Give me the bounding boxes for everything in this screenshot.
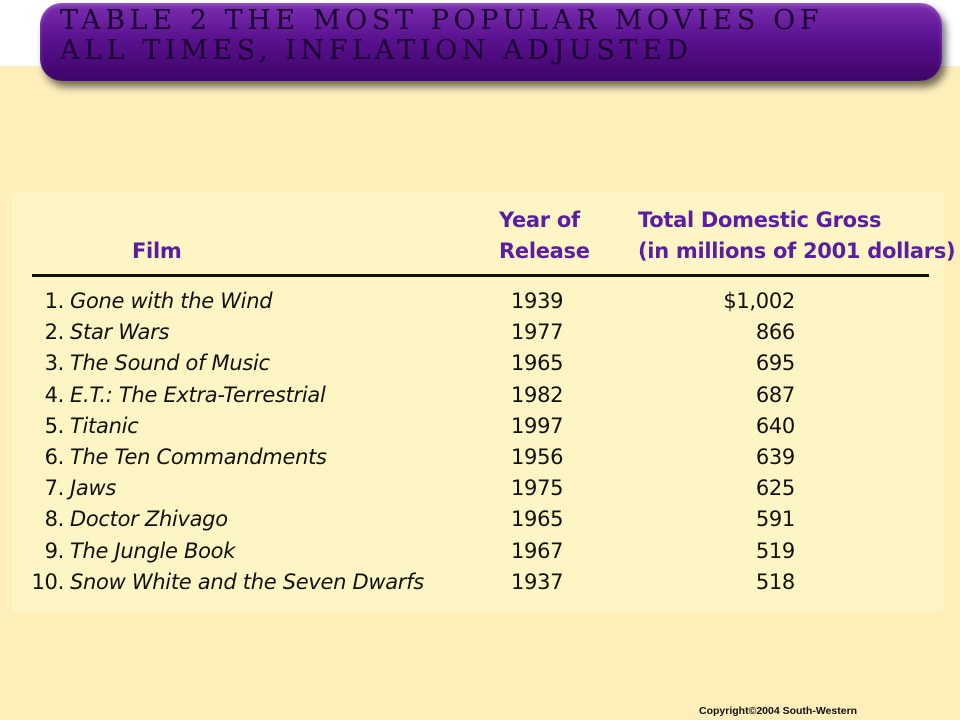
column-header-gross-line1: Total Domestic Gross: [638, 208, 882, 232]
row-gross: 625: [755, 476, 795, 501]
row-gross: 639: [755, 444, 795, 469]
copyright-notice: Copyright©2004 South-Western: [699, 705, 858, 717]
table-row: 8. Doctor Zhivago 1965 591: [0, 504, 960, 535]
table-row: 10. Snow White and the Seven Dwarfs 1937…: [0, 567, 960, 598]
row-film: Titanic: [70, 413, 139, 438]
row-gross: 866: [755, 320, 795, 345]
row-rank: 8.: [44, 507, 65, 532]
row-film: The Ten Commandments: [70, 444, 327, 469]
row-gross: 519: [755, 538, 795, 563]
row-gross: 640: [755, 413, 795, 438]
row-year: 1997: [511, 413, 564, 438]
table-row: 6. The Ten Commandments 1956 639: [0, 442, 960, 473]
row-film: The Sound of Music: [70, 351, 270, 376]
row-rank: 1.: [44, 289, 65, 313]
row-rank: 9.: [44, 538, 65, 563]
row-rank: 2.: [44, 320, 65, 345]
row-film: Gone with the Wind: [70, 289, 273, 313]
row-gross: 591: [755, 507, 795, 532]
header-rule: [32, 274, 929, 277]
row-year: 1965: [511, 351, 564, 376]
column-header-year: Year of Release: [499, 205, 599, 267]
row-gross: $1,002: [723, 289, 795, 313]
row-rank: 10.: [31, 569, 65, 594]
row-rank: 3.: [44, 351, 65, 376]
row-year: 1977: [511, 320, 564, 345]
title-banner: [40, 3, 942, 81]
row-gross: 518: [755, 569, 795, 594]
column-header-year-line1: Year of: [499, 208, 580, 232]
row-rank: 5.: [44, 413, 65, 438]
row-film: The Jungle Book: [70, 538, 236, 563]
row-year: 1965: [511, 507, 564, 532]
row-film: E.T.: The Extra-Terrestrial: [70, 382, 326, 407]
row-film: Star Wars: [70, 320, 170, 345]
row-gross: 687: [755, 382, 795, 407]
table-row: 5. Titanic 1997 640: [0, 411, 960, 442]
table-row: 3. The Sound of Music 1965 695: [0, 348, 960, 379]
table-row: 1. Gone with the Wind 1939 $1,002: [0, 286, 960, 317]
row-film: Jaws: [70, 476, 116, 501]
row-rank: 4.: [44, 382, 65, 407]
column-header-gross: Total Domestic Gross (in millions of 200…: [638, 205, 956, 267]
row-film: Snow White and the Seven Dwarfs: [70, 569, 424, 594]
row-year: 1982: [511, 382, 564, 407]
row-year: 1975: [511, 476, 564, 501]
column-header-year-line2: Release: [499, 239, 590, 263]
table-row: 9. The Jungle Book 1967 519: [0, 536, 960, 567]
table-body: 1. Gone with the Wind 1939 $1,002 2. Sta…: [0, 286, 960, 598]
row-year: 1939: [511, 289, 564, 313]
row-rank: 7.: [44, 476, 65, 501]
column-header-gross-line2: (in millions of 2001 dollars): [638, 239, 956, 263]
row-year: 1967: [511, 538, 564, 563]
table-panel: [12, 193, 944, 611]
row-year: 1956: [511, 444, 564, 469]
row-rank: 6.: [44, 444, 65, 469]
row-film: Doctor Zhivago: [70, 507, 228, 532]
table-row: 7. Jaws 1975 625: [0, 473, 960, 504]
row-year: 1937: [511, 569, 564, 594]
table-row: 4. E.T.: The Extra-Terrestrial 1982 687: [0, 380, 960, 411]
row-gross: 695: [755, 351, 795, 376]
slide-title: TABLE 2 THE MOST POPULAR MOVIES OF ALL T…: [60, 5, 824, 66]
column-header-film: Film: [132, 239, 182, 263]
table-row: 2. Star Wars 1977 866: [0, 317, 960, 348]
